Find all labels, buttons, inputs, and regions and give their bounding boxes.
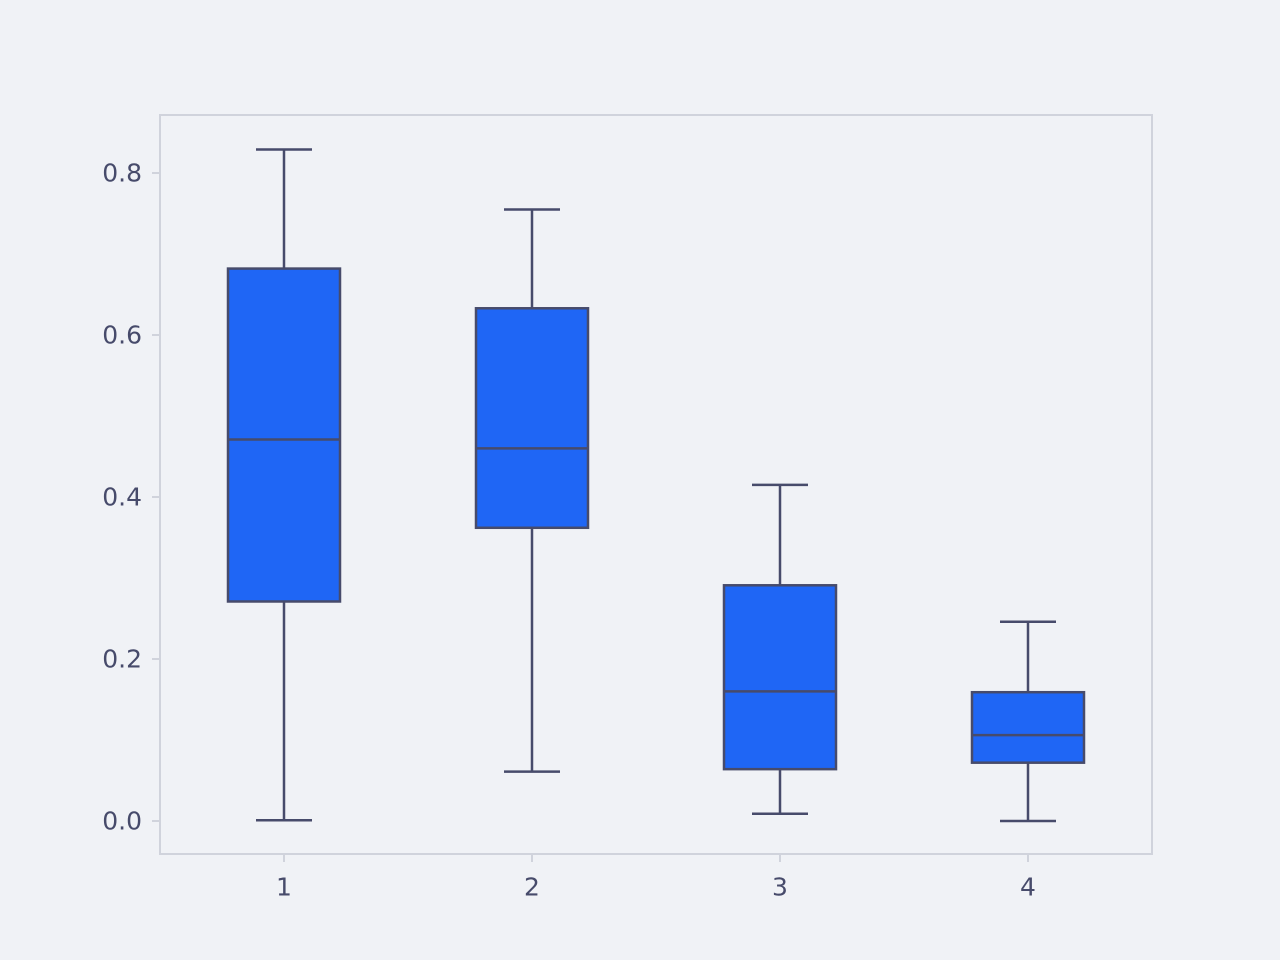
y-tick-label: 0.6	[102, 321, 142, 350]
y-tick-label: 0.8	[102, 159, 142, 188]
y-tick-label: 0.0	[102, 807, 142, 836]
box-iqr	[970, 690, 1086, 764]
box-1	[226, 148, 342, 822]
box-iqr	[226, 267, 342, 603]
y-tick-label: 0.2	[102, 645, 142, 674]
box-4	[970, 620, 1086, 823]
plot-area-frame	[159, 114, 1153, 855]
box-iqr	[722, 584, 838, 771]
y-axis: 0.0 0.2 0.4 0.6 0.8	[102, 159, 160, 836]
y-tick-label: 0.4	[102, 483, 142, 512]
x-axis: 1 2 3 4	[276, 854, 1036, 902]
box-3	[722, 483, 838, 815]
box-series	[226, 148, 1086, 823]
box-2	[474, 208, 590, 773]
x-tick-label: 1	[276, 873, 292, 902]
box-iqr	[474, 307, 590, 530]
x-tick-label: 4	[1020, 873, 1036, 902]
x-tick-label: 2	[524, 873, 540, 902]
x-tick-label: 3	[772, 873, 788, 902]
